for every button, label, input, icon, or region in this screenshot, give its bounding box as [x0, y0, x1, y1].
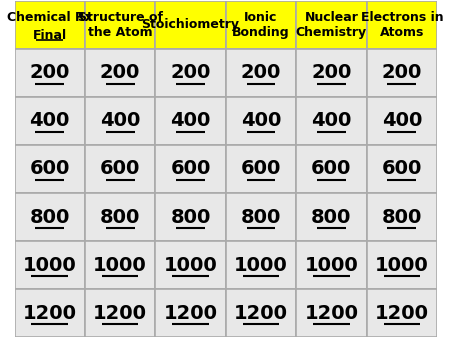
Text: 400: 400	[241, 112, 281, 130]
Bar	[155, 97, 226, 145]
Bar	[85, 289, 155, 337]
Bar	[14, 49, 85, 97]
Text: 400: 400	[100, 112, 140, 130]
Bar	[14, 193, 85, 241]
Bar	[85, 1, 155, 49]
Text: 200: 200	[30, 63, 70, 82]
Bar	[296, 49, 367, 97]
Bar	[226, 241, 296, 289]
Bar	[296, 241, 367, 289]
Text: 1000: 1000	[305, 256, 358, 275]
Bar	[155, 49, 226, 97]
Bar	[226, 97, 296, 145]
Text: 1000: 1000	[164, 256, 217, 275]
Text: 1200: 1200	[234, 304, 288, 323]
Text: 600: 600	[171, 160, 211, 178]
Text: 800: 800	[171, 208, 211, 226]
Text: 600: 600	[100, 160, 140, 178]
Bar	[226, 1, 296, 49]
Bar	[14, 1, 85, 49]
Bar	[296, 1, 367, 49]
Text: 1200: 1200	[304, 304, 358, 323]
Bar	[296, 97, 367, 145]
Bar	[155, 193, 226, 241]
Bar	[85, 193, 155, 241]
Text: 1200: 1200	[93, 304, 147, 323]
Text: 800: 800	[241, 208, 281, 226]
Text: 1000: 1000	[375, 256, 429, 275]
Bar	[85, 97, 155, 145]
Bar	[296, 145, 367, 193]
Bar	[296, 193, 367, 241]
Text: 200: 200	[171, 63, 211, 82]
Bar	[367, 1, 437, 49]
Bar	[367, 49, 437, 97]
Bar	[367, 145, 437, 193]
Text: 200: 200	[311, 63, 351, 82]
Bar	[14, 97, 85, 145]
Text: 600: 600	[241, 160, 281, 178]
Text: Ionic
Bonding: Ionic Bonding	[232, 11, 290, 39]
Text: 800: 800	[30, 208, 70, 226]
Bar	[155, 1, 226, 49]
Bar	[155, 241, 226, 289]
Text: 1000: 1000	[93, 256, 147, 275]
Text: 800: 800	[382, 208, 422, 226]
Text: 200: 200	[241, 63, 281, 82]
Text: 1000: 1000	[234, 256, 288, 275]
Bar	[155, 145, 226, 193]
Bar	[367, 289, 437, 337]
Text: Electrons in
Atoms: Electrons in Atoms	[360, 11, 443, 39]
Text: 600: 600	[30, 160, 70, 178]
Text: Nuclear
Chemistry: Nuclear Chemistry	[296, 11, 367, 39]
Bar	[367, 97, 437, 145]
Bar	[226, 49, 296, 97]
Text: 400: 400	[171, 112, 211, 130]
Bar	[226, 289, 296, 337]
Bar	[14, 241, 85, 289]
Bar	[296, 289, 367, 337]
Text: Structure of
the Atom: Structure of the Atom	[78, 11, 162, 39]
Text: 200: 200	[100, 63, 140, 82]
Text: 400: 400	[382, 112, 422, 130]
Bar	[226, 145, 296, 193]
Text: 600: 600	[382, 160, 422, 178]
Text: Final: Final	[33, 29, 67, 42]
Text: 200: 200	[382, 63, 422, 82]
Text: Chemical Rx: Chemical Rx	[7, 11, 93, 24]
Bar	[14, 145, 85, 193]
Text: 400: 400	[311, 112, 351, 130]
Text: Stoichiometry: Stoichiometry	[142, 18, 239, 31]
Bar	[367, 241, 437, 289]
Bar	[155, 289, 226, 337]
Bar	[226, 193, 296, 241]
Text: 1000: 1000	[23, 256, 77, 275]
Text: 600: 600	[311, 160, 351, 178]
Text: 1200: 1200	[375, 304, 429, 323]
Text: 800: 800	[100, 208, 140, 226]
Text: 400: 400	[30, 112, 70, 130]
Text: 1200: 1200	[163, 304, 217, 323]
Bar	[85, 49, 155, 97]
Bar	[85, 241, 155, 289]
Bar	[14, 289, 85, 337]
Bar	[367, 193, 437, 241]
Text: 800: 800	[311, 208, 351, 226]
Bar	[85, 145, 155, 193]
Text: 1200: 1200	[22, 304, 76, 323]
